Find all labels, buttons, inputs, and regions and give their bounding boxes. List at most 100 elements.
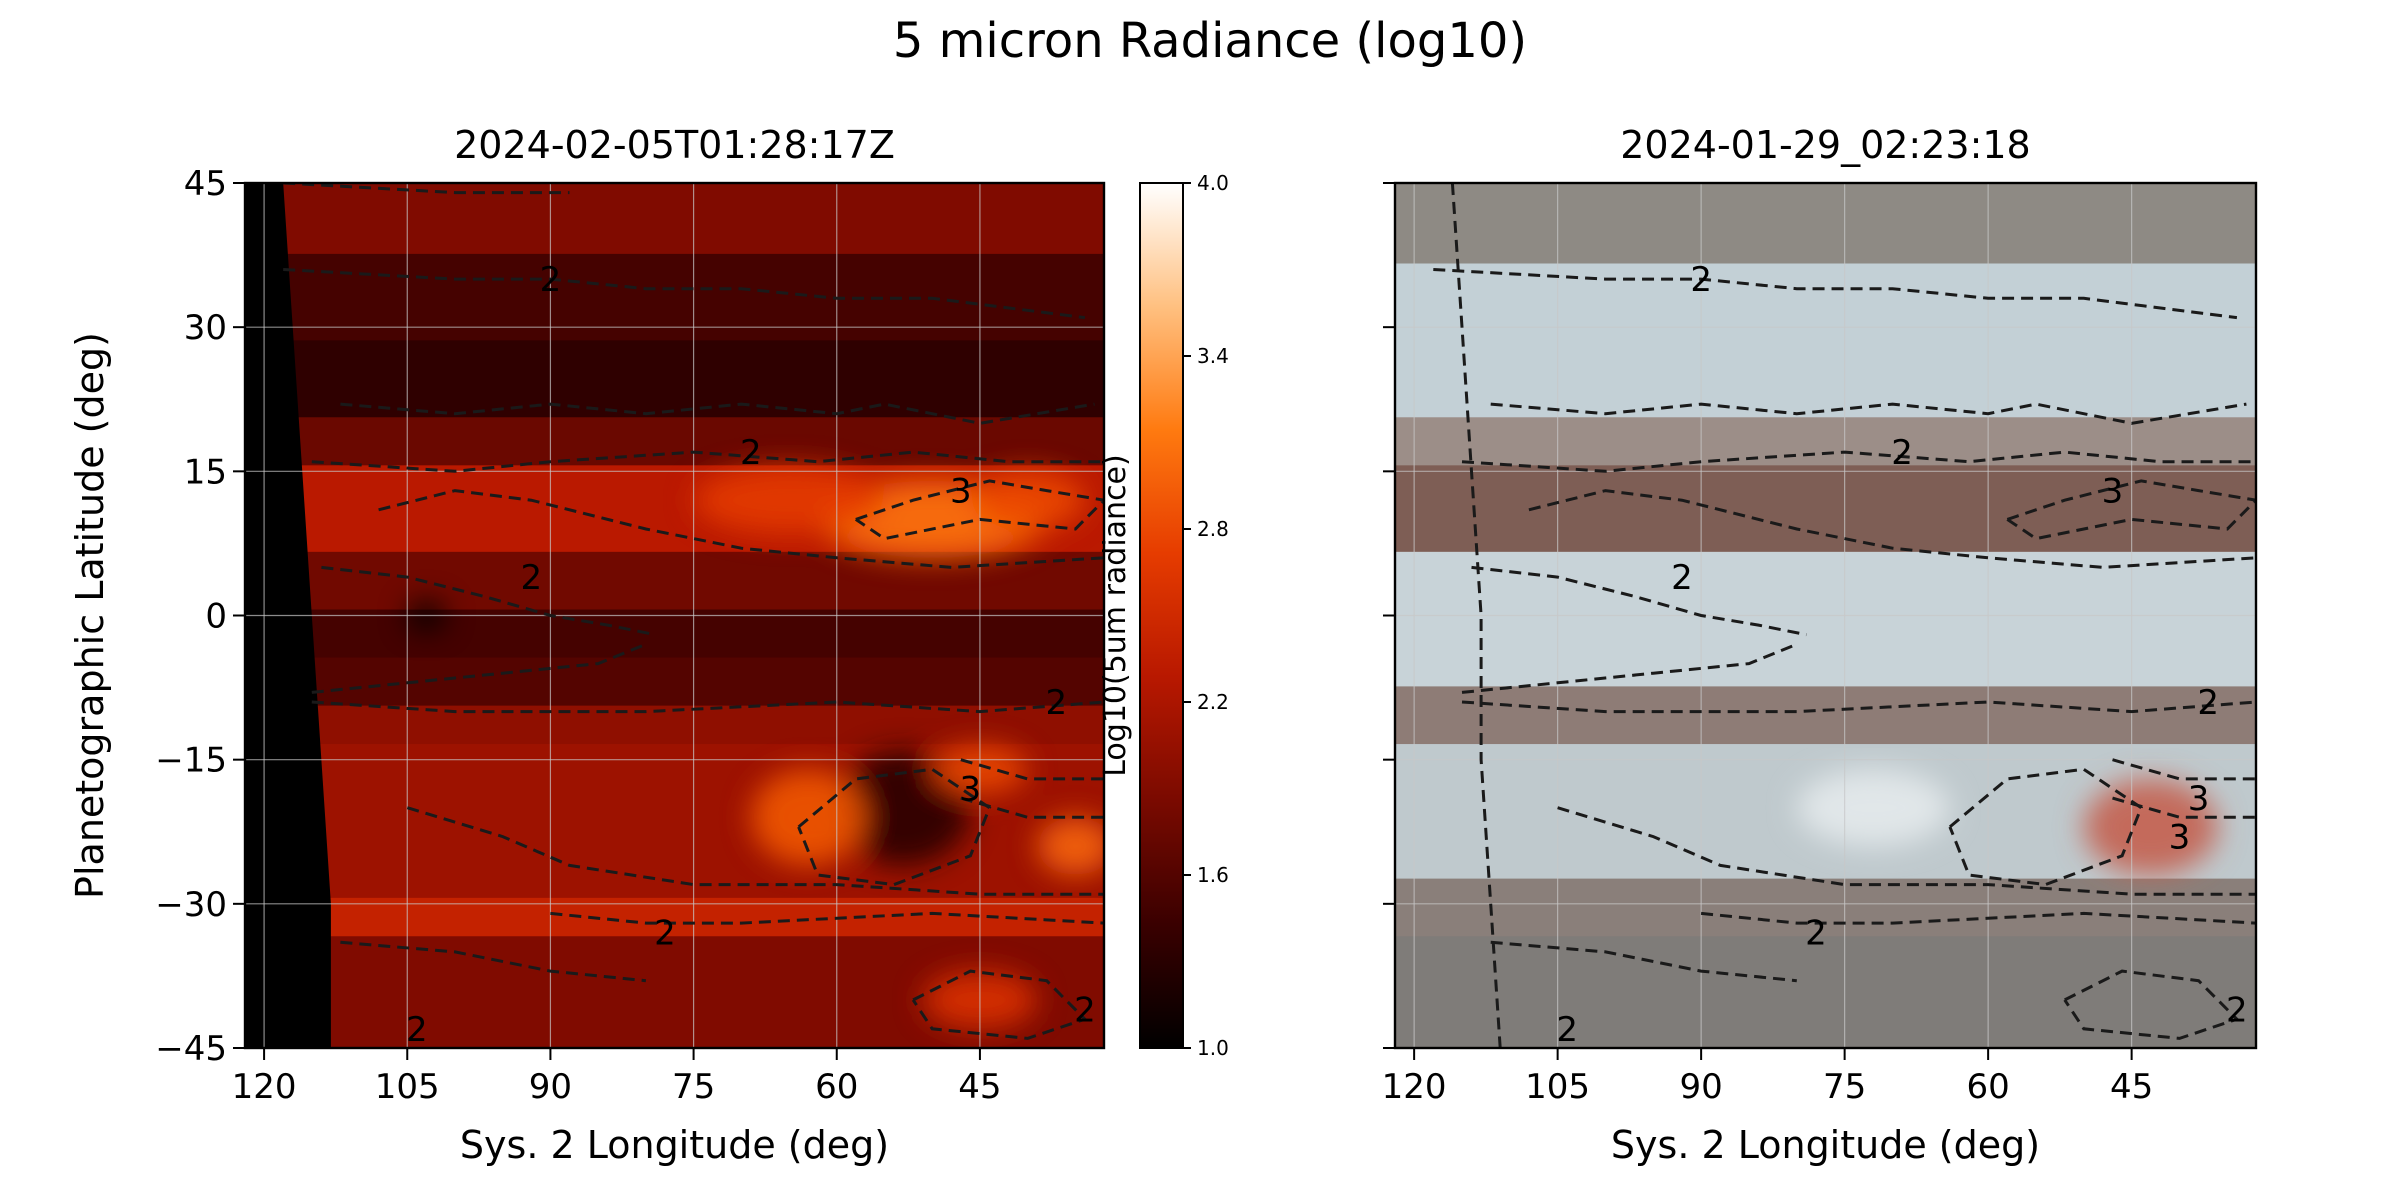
contour-label-2: 3	[2102, 472, 2124, 512]
panel-title: 2024-01-29_02:23:18	[1620, 123, 2031, 167]
data-band-1	[245, 253, 1104, 353]
contour-label-3: 2	[521, 558, 543, 598]
x-tick-label-3: 75	[1823, 1067, 1866, 1107]
contour-level-2-3	[311, 450, 1104, 473]
contour-layer: 2 2 3 2 2 3 2 2 2	[283, 183, 1104, 1050]
contour-label-2: 3	[950, 472, 972, 512]
contour-level-2-4	[378, 489, 1104, 569]
contour-label-6: 2	[654, 914, 676, 954]
contour-level-2-7	[1461, 642, 1798, 694]
data-band-8	[1395, 936, 2256, 1048]
contour-level-2-2	[340, 402, 1095, 425]
contour-level-2-6	[321, 565, 656, 637]
contour-level-2-12	[406, 806, 1104, 896]
data-feature-6	[1037, 817, 1104, 875]
colorbar: 1.0 1.6 2.2 2.8 3.4 4.0 Log10(5um radiance)	[1098, 171, 1229, 1060]
contour-label-8: 2	[1074, 991, 1096, 1031]
data-feature-1	[1796, 769, 1950, 847]
contour-level-2-8	[1461, 700, 2256, 714]
contour-level-2-12	[1557, 806, 2256, 896]
contour-level-2-14	[340, 940, 647, 983]
x-tick-label-5: 45	[958, 1067, 1001, 1107]
contour-level-2-0	[1450, 183, 1502, 1048]
contour-level-2-2	[1490, 402, 2247, 425]
colorbar-label: Log10(5um radiance)	[1098, 454, 1133, 776]
contour-level-2-15	[911, 969, 1088, 1040]
x-tick-label-2: 90	[529, 1067, 572, 1107]
contour-label-9: 2	[2226, 991, 2248, 1031]
contour-level-2-7	[311, 642, 647, 694]
grid-layer	[245, 183, 1104, 1048]
y-axis-label: Planetographic Latitude (deg)	[68, 332, 112, 899]
contour-level-3-10	[2112, 758, 2256, 781]
data-band-2	[245, 340, 1104, 430]
colorbar-tick-label-5: 4.0	[1197, 171, 1229, 195]
contour-label-6: 3	[2169, 818, 2191, 858]
colorbar-bar	[1139, 182, 1184, 1049]
colorbar-tick-label-2: 2.2	[1197, 690, 1229, 714]
feature-layer	[1796, 769, 2218, 875]
y-tick-label-2: 15	[184, 452, 227, 492]
contour-level-2-8	[311, 700, 1104, 714]
contour-level-2-13	[1700, 911, 2256, 925]
x-tick-label-0: 120	[1382, 1067, 1447, 1107]
contour-level-2-0	[283, 183, 570, 195]
contour-level-2-1	[283, 268, 1086, 320]
x-tick-label-4: 60	[1967, 1067, 2010, 1107]
y-tick-label-1: 30	[184, 308, 227, 348]
x-tick-label-4: 60	[815, 1067, 858, 1107]
contour-label-5: 3	[960, 770, 982, 810]
contour-level-3-11	[2112, 796, 2256, 819]
x-tick-label-5: 45	[2110, 1067, 2153, 1107]
x-axis-label: Sys. 2 Longitude (deg)	[460, 1123, 889, 1167]
y-tick-label-3: 0	[205, 597, 227, 637]
contour-level-2-14	[1490, 940, 1797, 983]
contour-level-2-15	[2063, 969, 2240, 1040]
data-feature-0	[2083, 778, 2218, 875]
contour-level-3-5	[2006, 479, 2256, 541]
data-band-1	[1395, 263, 2256, 430]
panel-1: 2 2 3 2 2 3 2 2 2 120 105 90 75 60 45 45 30 15 0 −15 −30 −45 2…	[68, 123, 1229, 1167]
colorbar-tick-label-0: 1.0	[1197, 1036, 1229, 1060]
x-tick-label-2: 90	[1680, 1067, 1723, 1107]
contour-label-0: 2	[540, 260, 562, 300]
contour-label-1: 2	[1891, 433, 1913, 473]
data-band-3	[1395, 465, 2256, 564]
contour-level-2-13	[550, 911, 1104, 925]
panel-title: 2024-02-05T01:28:17Z	[454, 123, 895, 167]
data-band-0	[1395, 183, 2256, 276]
y-tick-label-5: −30	[155, 885, 227, 925]
y-tick-label-0: 45	[184, 164, 227, 204]
y-tick-label-4: −15	[155, 741, 227, 781]
data-feature-1	[693, 466, 885, 534]
x-tick-label-3: 75	[672, 1067, 715, 1107]
colorbar-tick-label-4: 3.4	[1197, 344, 1229, 368]
contour-label-8: 2	[1556, 1010, 1578, 1050]
data-feature-2	[970, 471, 1085, 529]
contour-level-3-9	[797, 767, 992, 887]
contour-label-7: 2	[1805, 914, 1827, 954]
contour-level-2-3	[1461, 450, 2256, 473]
contour-label-1: 2	[740, 433, 762, 473]
data-band-4	[1395, 551, 2256, 699]
contour-level-3-5	[854, 479, 1104, 541]
plot-area: 2 2 3 2 2 3 2 2 2	[245, 183, 1104, 1050]
contour-level-3-11	[960, 796, 1104, 819]
contour-level-2-1	[1433, 268, 2238, 320]
contour-label-4: 2	[2197, 683, 2219, 723]
band-layer	[245, 183, 1104, 1048]
contour-label-3: 2	[1671, 558, 1693, 598]
contour-label-7: 2	[406, 1010, 428, 1050]
colorbar-tick-label-1: 1.6	[1197, 863, 1229, 887]
contour-label-0: 2	[1690, 260, 1712, 300]
contour-level-3-9	[1948, 767, 2144, 887]
x-tick-label-1: 105	[1525, 1067, 1590, 1107]
colorbar-tick-label-3: 2.8	[1197, 517, 1229, 541]
x-tick-label-1: 105	[375, 1067, 440, 1107]
contour-label-5: 3	[2188, 779, 2210, 819]
